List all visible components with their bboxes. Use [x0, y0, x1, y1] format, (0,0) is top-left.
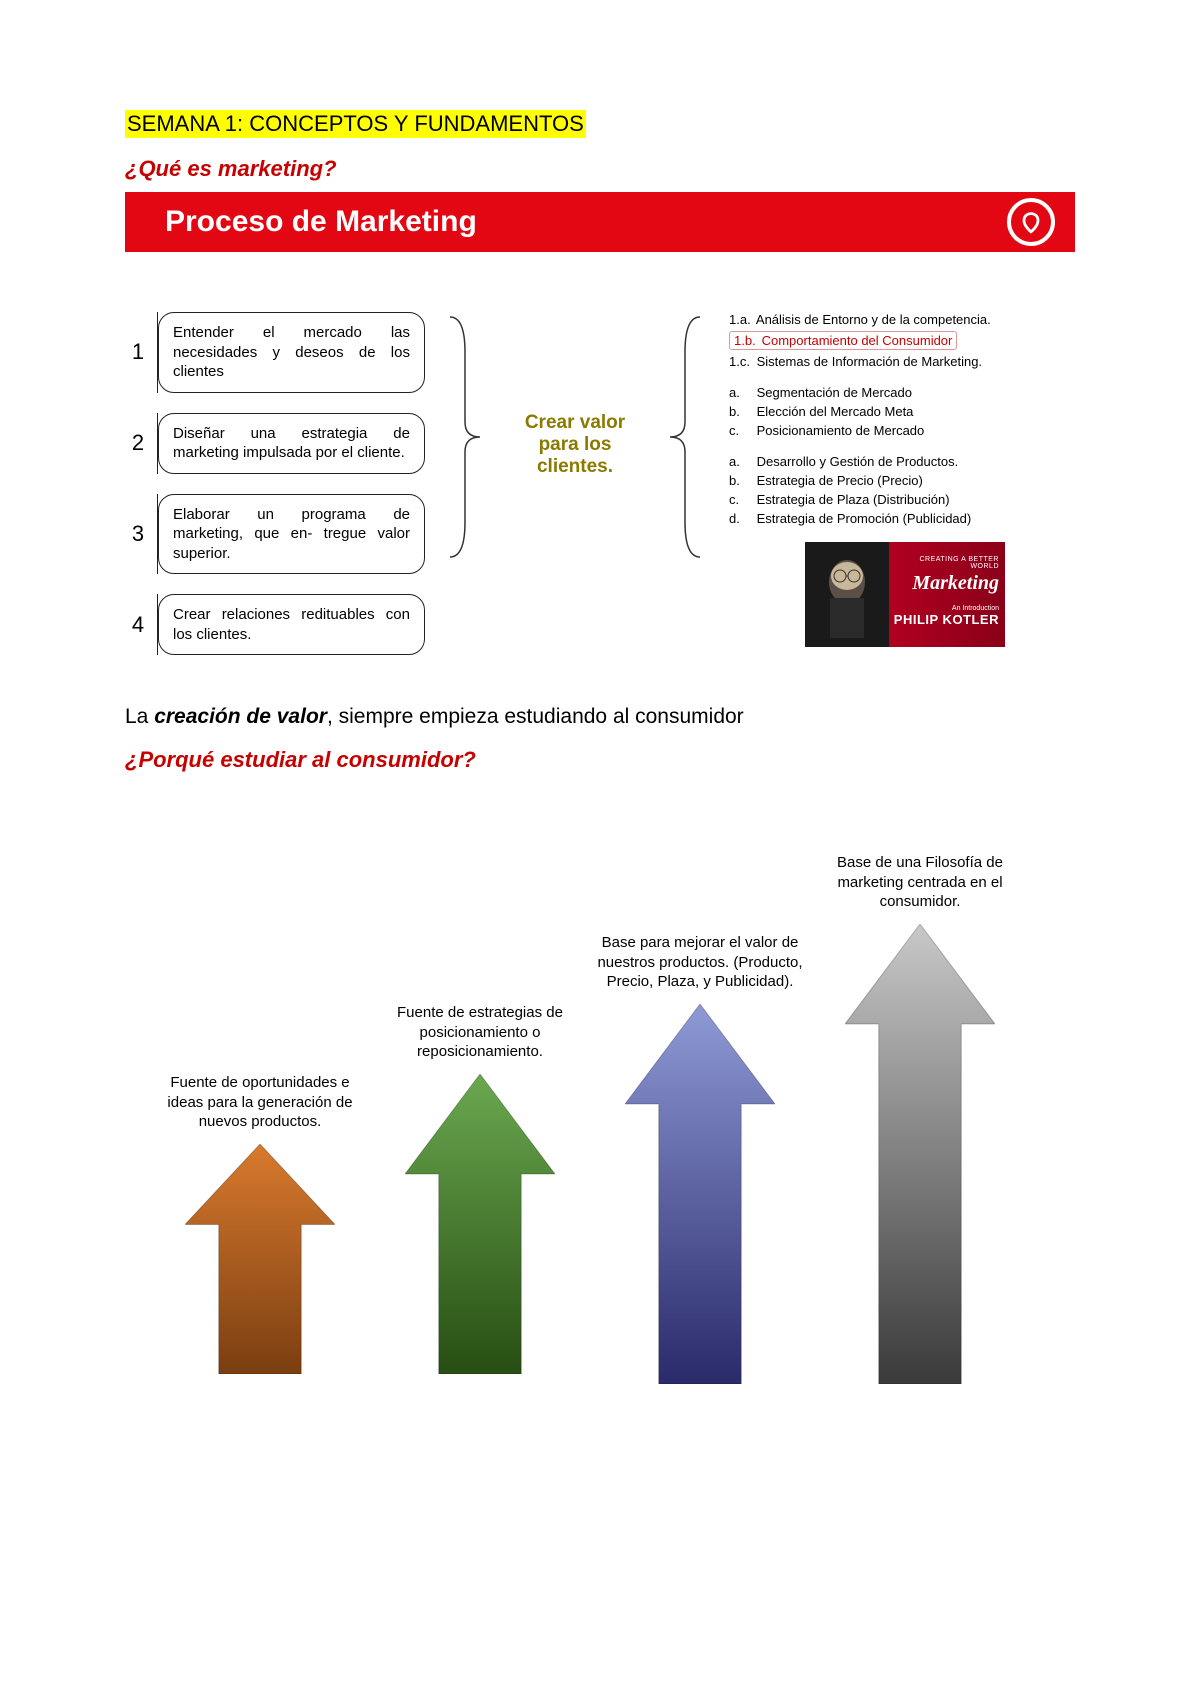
- step-row: 4Crear relaciones redituables con los cl…: [125, 594, 425, 655]
- kotler-tag4: PHILIP KOTLER: [889, 612, 999, 627]
- step-number: 3: [125, 494, 158, 575]
- step-number: 4: [125, 594, 158, 655]
- up-arrow-icon: [185, 1144, 335, 1374]
- upc-logo-icon: [1007, 198, 1055, 246]
- arrow-group: Base de una Filosofía de marketing centr…: [815, 853, 1025, 1384]
- detail-group: a. Segmentación de Mercado b. Elección de…: [725, 385, 1075, 438]
- bracket-detail-icon: [665, 312, 705, 675]
- kotler-tag2: Marketing: [889, 572, 999, 595]
- body-suffix: , siempre empieza estudiando al consumid…: [327, 705, 744, 728]
- question-1: ¿Qué es marketing?: [125, 156, 1075, 182]
- detail-line: c. Estrategia de Plaza (Distribución): [725, 492, 1075, 507]
- steps-column: 1Entender el mercado las necesidades y d…: [125, 312, 425, 675]
- body-prefix: La: [125, 705, 154, 728]
- question-2: ¿Porqué estudiar al consumidor?: [125, 747, 1075, 773]
- body-sentence: La creación de valor, siempre empieza es…: [125, 705, 1075, 729]
- step-box: Crear relaciones redituables con los cli…: [158, 594, 425, 655]
- up-arrow-icon: [625, 1004, 775, 1384]
- center-label: Crear valor para los clientes.: [505, 312, 645, 675]
- up-arrow-icon: [405, 1074, 555, 1374]
- body-em: creación de valor: [154, 705, 327, 728]
- detail-line: 1.c. Sistemas de Información de Marketin…: [725, 354, 1075, 369]
- step-box: Entender el mercado las necesidades y de…: [158, 312, 425, 393]
- step-number: 1: [125, 312, 158, 393]
- up-arrow-icon: [845, 924, 995, 1384]
- arrow-label: Base de una Filosofía de marketing centr…: [815, 853, 1025, 912]
- banner-title: Proceso de Marketing: [165, 205, 477, 239]
- kotler-photo-icon: [805, 542, 889, 647]
- step-row: 3Elaborar un programa de marketing, que …: [125, 494, 425, 575]
- page-title-highlight: SEMANA 1: CONCEPTOS Y FUNDAMENTOS: [125, 110, 586, 138]
- detail-group: a. Desarrollo y Gestión de Productos. b. …: [725, 454, 1075, 526]
- detail-column: 1.a. Análisis de Entorno y de la compete…: [725, 312, 1075, 675]
- step-row: 1Entender el mercado las necesidades y d…: [125, 312, 425, 393]
- process-diagram: 1Entender el mercado las necesidades y d…: [125, 312, 1075, 675]
- arrow-group: Base para mejorar el valor de nuestros p…: [595, 933, 805, 1384]
- arrows-infographic: Fuente de oportunidades e ideas para la …: [125, 823, 1075, 1383]
- arrow-label: Fuente de oportunidades e ideas para la …: [155, 1073, 365, 1132]
- detail-line: 1.b. Comportamiento del Consumidor: [725, 331, 1075, 350]
- step-row: 2Diseñar una estrategia de marketing imp…: [125, 413, 425, 474]
- kotler-tag3: An Introduction: [889, 605, 999, 612]
- detail-line: c. Posicionamiento de Mercado: [725, 423, 1075, 438]
- kotler-tag1: CREATING A BETTER WORLD: [889, 556, 999, 570]
- kotler-book-graphic: CREATING A BETTER WORLD Marketing An Int…: [805, 542, 1005, 647]
- banner: Proceso de Marketing: [125, 192, 1075, 252]
- detail-line: a. Segmentación de Mercado: [725, 385, 1075, 400]
- arrow-group: Fuente de oportunidades e ideas para la …: [155, 1073, 365, 1374]
- detail-line: a. Desarrollo y Gestión de Productos.: [725, 454, 1075, 469]
- detail-group: 1.a. Análisis de Entorno y de la compete…: [725, 312, 1075, 369]
- bracket-steps-icon: [445, 312, 485, 675]
- detail-line: b. Elección del Mercado Meta: [725, 404, 1075, 419]
- step-box: Diseñar una estrategia de marketing impu…: [158, 413, 425, 474]
- arrow-label: Base para mejorar el valor de nuestros p…: [595, 933, 805, 992]
- step-box: Elaborar un programa de marketing, que e…: [158, 494, 425, 575]
- step-number: 2: [125, 413, 158, 474]
- arrow-group: Fuente de estrategias de posicionamiento…: [375, 1003, 585, 1374]
- arrow-label: Fuente de estrategias de posicionamiento…: [375, 1003, 585, 1062]
- detail-line: 1.a. Análisis de Entorno y de la compete…: [725, 312, 1075, 327]
- detail-line: d. Estrategia de Promoción (Publicidad): [725, 511, 1075, 526]
- detail-line: b. Estrategia de Precio (Precio): [725, 473, 1075, 488]
